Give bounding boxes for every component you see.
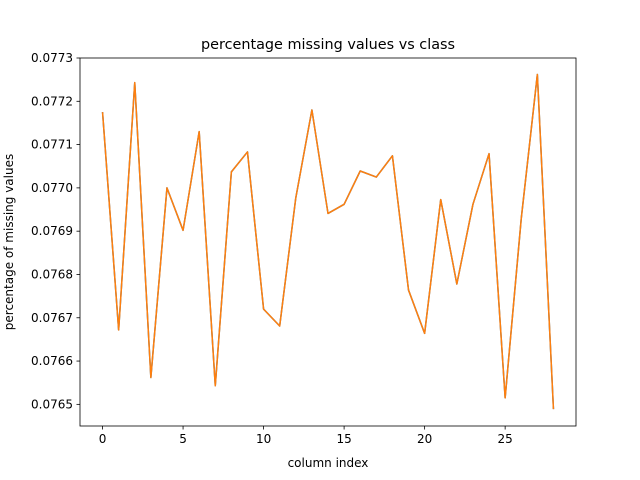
plot-area (80, 58, 576, 426)
x-axis-label: column index (288, 456, 369, 470)
y-tick-label: 0.0767 (31, 311, 73, 325)
x-axis-ticks: 0 5 10 15 20 25 (99, 426, 513, 446)
y-tick-label: 0.0770 (31, 181, 73, 195)
y-tick-label: 0.0766 (31, 354, 73, 368)
y-tick-label: 0.0769 (31, 224, 73, 238)
x-tick-label: 10 (256, 432, 271, 446)
series-layer (101, 73, 555, 410)
y-tick-label: 0.0772 (31, 94, 73, 108)
y-axis-ticks: 0.0765 0.0766 0.0767 0.0768 0.0769 0.0770 0.07… (31, 51, 80, 411)
y-axis-label: percentage of missing values (2, 154, 16, 330)
x-tick-label: 25 (498, 432, 513, 446)
x-tick-label: 15 (336, 432, 351, 446)
x-tick-label: 20 (417, 432, 432, 446)
y-tick-label: 0.0765 (31, 397, 73, 411)
chart-title: percentage missing values vs class (201, 37, 455, 53)
y-tick-label: 0.0768 (31, 267, 73, 281)
series-line-1 (101, 73, 555, 410)
x-tick-label: 5 (179, 432, 187, 446)
plot-frame (79, 57, 577, 427)
y-tick-label: 0.0771 (31, 138, 73, 152)
x-tick-label: 0 (99, 432, 107, 446)
y-tick-label: 0.0773 (31, 51, 73, 65)
